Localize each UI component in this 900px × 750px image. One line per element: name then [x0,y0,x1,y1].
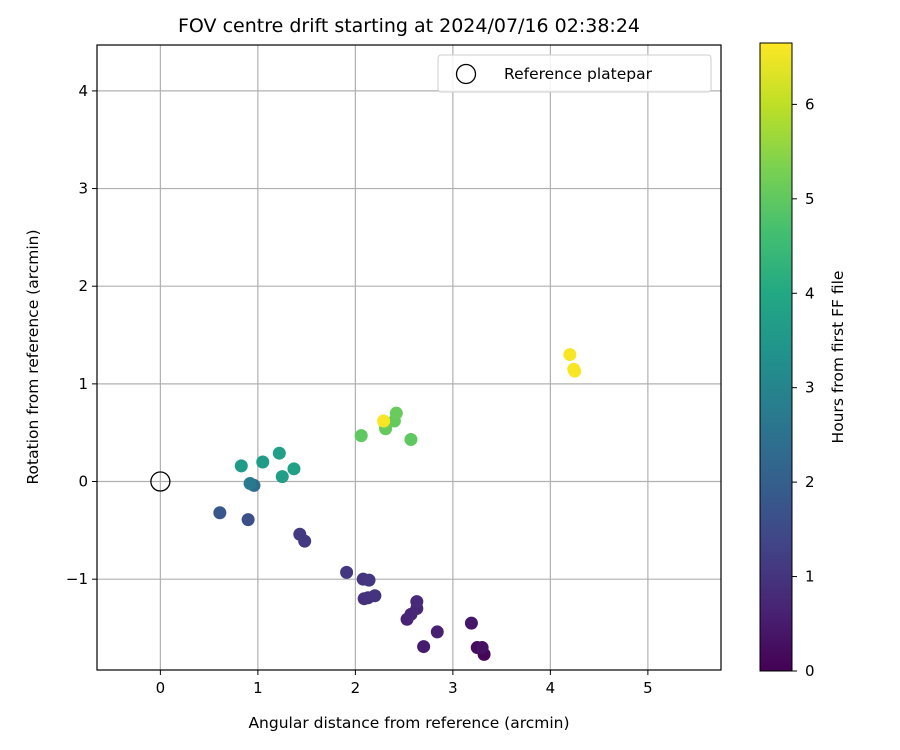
reference-point [150,471,171,492]
scatter-point [340,565,354,579]
y-tick-label: 0 [78,473,88,491]
colorbar-ticks: 0 1 2 3 4 5 6 [792,95,815,680]
scatter-point [362,573,376,587]
y-tick-label: 2 [78,277,88,295]
scatter-point [287,462,301,476]
colorbar-tick-label: 0 [805,662,815,680]
colorbar-tick-label: 1 [805,568,815,586]
scatter-point [368,589,382,603]
scatter-point [568,364,582,378]
scatter-point [272,446,286,460]
plot-frame [96,44,722,671]
scatter-point [563,348,577,362]
colorbar-tick-label: 6 [805,95,815,113]
colorbar-tick-label: 2 [805,473,815,491]
x-tick-label: 4 [546,679,556,697]
y-tick-label: −1 [66,570,88,588]
colorbar-gradient [759,42,793,672]
colorbar-tick-label: 5 [805,190,815,208]
colorbar-tick-label: 3 [805,379,815,397]
scatter-point [377,414,391,428]
colorbar: 0 1 2 3 4 5 6 Hours from first FF file [759,42,847,680]
colorbar-tick-label: 4 [805,284,815,302]
chart-title: FOV centre drift starting at 2024/07/16 … [178,15,640,37]
x-axis-ticks: 0 1 2 3 4 5 [156,670,653,697]
scatter-point [410,595,424,609]
reference-platepar-marker [150,471,171,492]
scatter-point [275,470,289,484]
x-tick-label: 3 [448,679,458,697]
x-tick-label: 5 [643,679,653,697]
scatter-point [417,640,431,654]
scatter-point [234,459,248,473]
legend-box [437,54,712,93]
scatter-point [213,506,227,520]
colorbar-label: Hours from first FF file [829,271,847,444]
scatter-point [241,513,255,527]
scatter-point [464,616,478,630]
scatter-point [404,433,418,447]
legend-reference-marker [455,63,477,85]
scatter-point [475,641,489,655]
y-tick-label: 1 [78,375,88,393]
y-axis-ticks: −1 0 1 2 3 4 [66,82,97,588]
y-tick-label: 4 [78,82,88,100]
scatter-point [256,455,270,469]
x-tick-label: 2 [351,679,361,697]
data-points [213,348,582,661]
grid-lines [97,45,721,670]
scatter-point [430,625,444,639]
y-axis-label: Rotation from reference (arcmin) [24,229,42,484]
scatter-point [293,527,307,541]
legend-entry-reference-platepar: Reference platepar [504,65,653,83]
x-tick-label: 0 [156,679,166,697]
y-tick-label: 3 [78,180,88,198]
scatter-point [389,406,403,420]
x-tick-label: 1 [253,679,263,697]
scatter-point [243,476,257,490]
legend: Reference platepar [437,54,712,93]
x-axis-label: Angular distance from reference (arcmin) [248,714,569,732]
scatter-point [354,429,368,443]
